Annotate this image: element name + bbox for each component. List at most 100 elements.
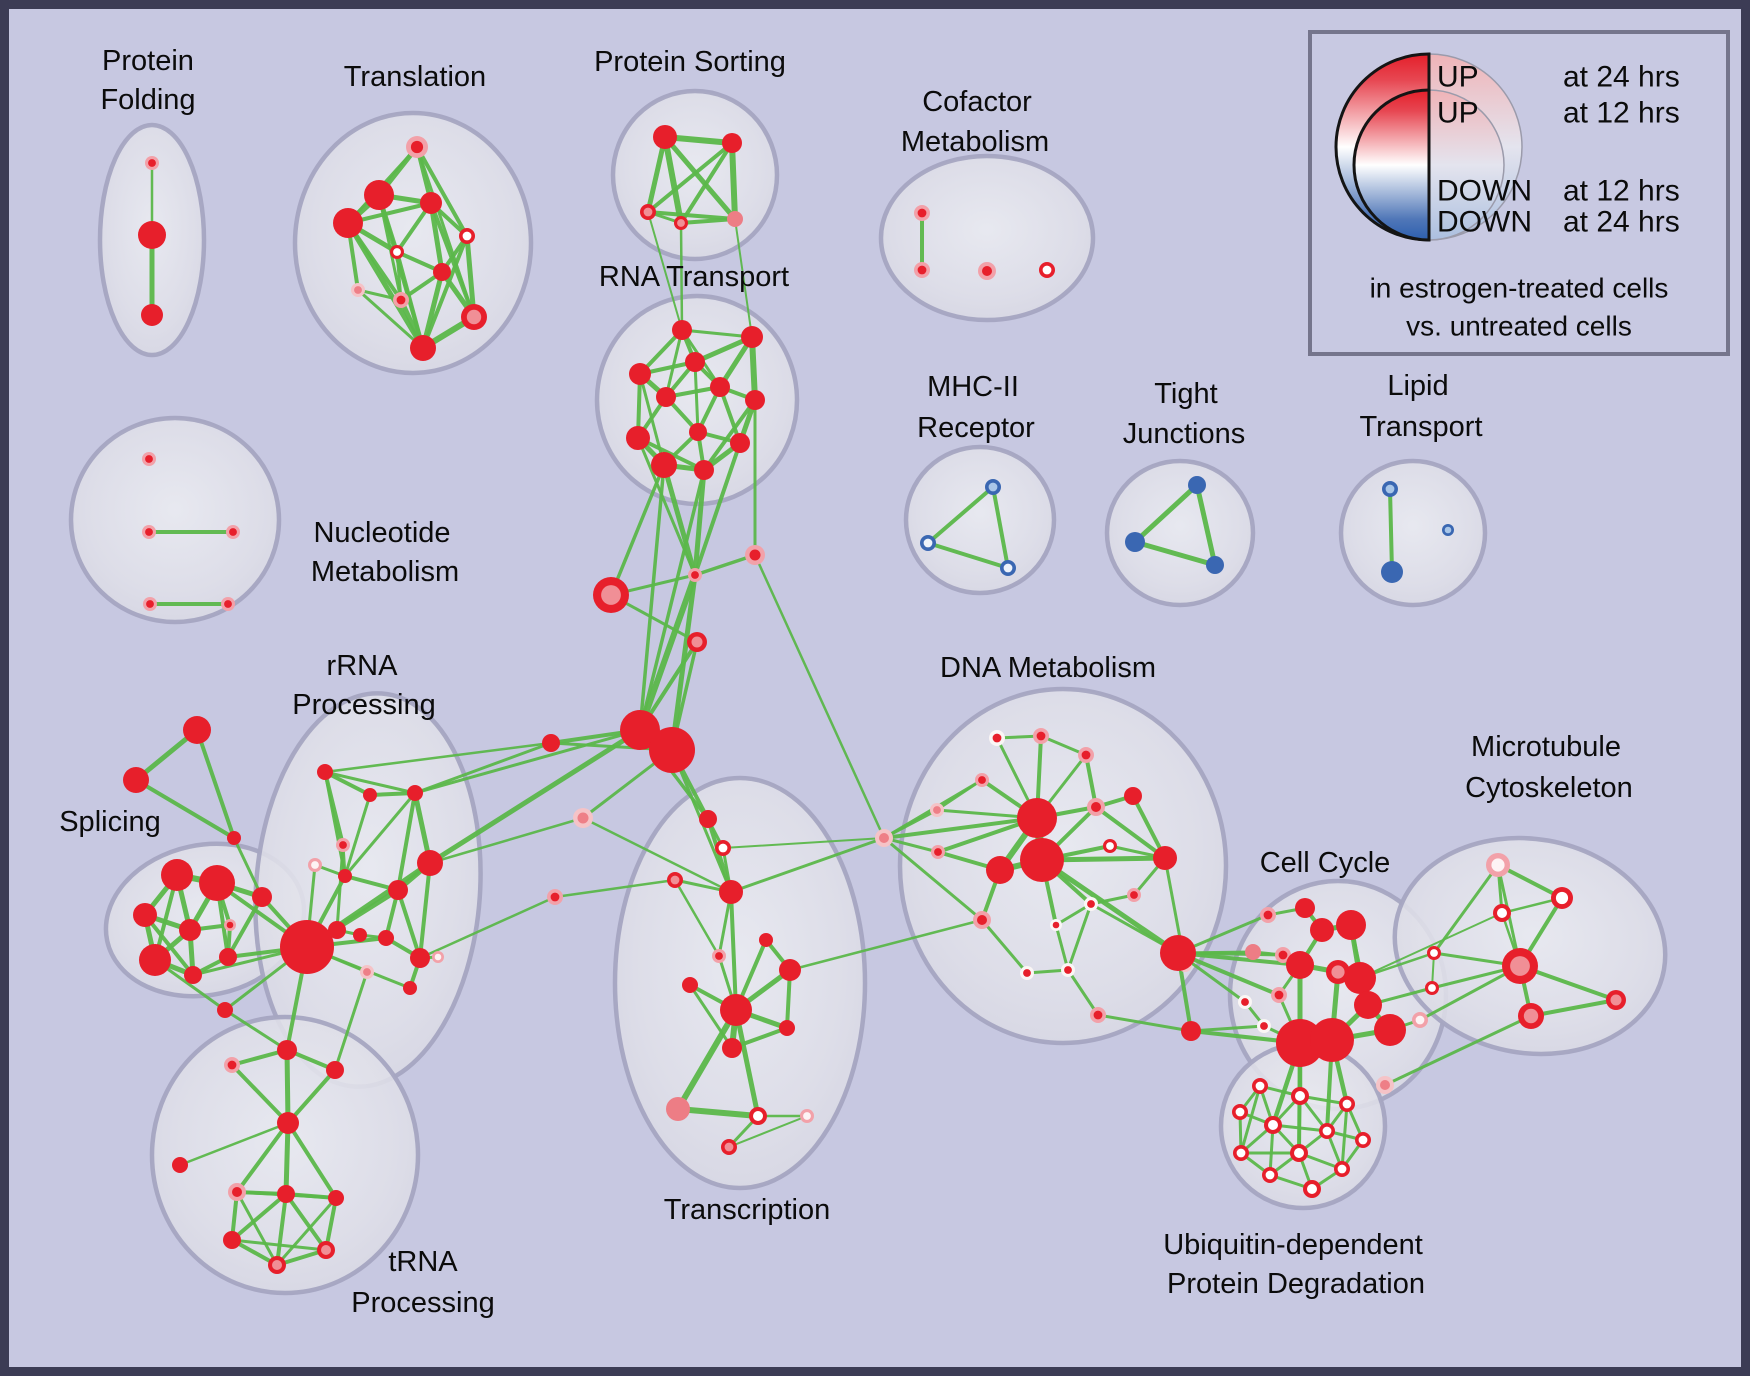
node-ps1 <box>722 133 742 153</box>
node-tx12 <box>749 1107 767 1125</box>
cluster-transcription-bubble <box>612 775 868 1191</box>
edge-mh0-mh1 <box>926 485 995 545</box>
edge-tr7-tr10 <box>356 288 425 350</box>
node-dn16 <box>1020 966 1034 980</box>
edge-lp0-lp1 <box>1388 487 1394 574</box>
node-tr0 <box>406 136 428 158</box>
edge-rr2-rr6 <box>396 791 417 892</box>
edge-tr2-tr6 <box>428 200 445 275</box>
node-sp3 <box>179 919 201 941</box>
edge-h0-rt10 <box>609 463 666 597</box>
node-tr9 <box>461 304 487 330</box>
edge-tx0-tx3 <box>706 817 733 894</box>
node-tq1 <box>224 1057 240 1073</box>
node-ps3 <box>674 216 688 230</box>
node-tx9 <box>722 1038 742 1058</box>
edge-tq4-tq7 <box>283 1120 291 1197</box>
node-rr3 <box>336 838 350 852</box>
edge-rr7-rr11 <box>418 861 432 960</box>
legend-ring-12h-right-icon <box>1428 89 1505 241</box>
edge-tq3-tq4 <box>286 1068 337 1125</box>
node-st0 <box>183 716 211 744</box>
edge-w0-u0 <box>1432 863 1500 955</box>
edge-rr1-rr5 <box>343 793 372 878</box>
node-cc_h <box>1160 935 1196 971</box>
node-h8 <box>547 889 563 905</box>
node-tx11 <box>666 1097 690 1121</box>
node-tj2 <box>1206 556 1224 574</box>
node-rr5 <box>338 869 352 883</box>
edge-v4-v5 <box>1271 1123 1329 1133</box>
node-tx2 <box>667 872 683 888</box>
node-mh0 <box>985 479 1001 495</box>
edge-st2-sp8 <box>232 836 264 899</box>
node-rt4 <box>710 377 730 397</box>
node-w2 <box>1412 1012 1428 1028</box>
edge-h7-rr7 <box>428 816 585 865</box>
node-dn3 <box>975 773 989 787</box>
edge-tr6-tr10 <box>420 269 445 351</box>
edge-tq7-tq10 <box>284 1192 328 1252</box>
node-v0 <box>1252 1078 1268 1094</box>
node-dn9 <box>1020 838 1064 882</box>
edge-dn13-dn17 <box>1066 902 1093 972</box>
edge-tx7-tx11 <box>675 1007 739 1112</box>
edge-w2-u3 <box>1418 964 1522 1022</box>
node-h4 <box>620 710 660 750</box>
edge-u4-u6 <box>1383 1014 1533 1087</box>
node-sp0 <box>161 859 193 891</box>
node-rr2 <box>407 785 423 801</box>
edge-tq9-tq10 <box>230 1238 328 1252</box>
node-tr1 <box>364 180 394 210</box>
edge-rr0-rr1 <box>323 770 372 797</box>
edge-rt11-h1 <box>692 467 707 578</box>
edge-tq4-tq5 <box>178 1121 290 1167</box>
node-ck2 <box>1310 918 1334 942</box>
node-rr9 <box>353 928 367 942</box>
node-h3 <box>687 632 707 652</box>
node-cf2 <box>978 262 996 280</box>
node-lp2 <box>1442 524 1454 536</box>
node-dn7 <box>931 845 945 859</box>
node-lp1 <box>1381 561 1403 583</box>
node-st1 <box>123 767 149 793</box>
node-nu2 <box>226 525 240 539</box>
edge-h8-tx2 <box>553 878 677 899</box>
edge-dn17-dn18 <box>1066 968 1100 1017</box>
node-pf2 <box>141 304 163 326</box>
edge-ps1-ps4 <box>729 140 738 222</box>
node-rt10 <box>651 452 677 478</box>
cluster-lipid-transport-label-line0: Lipid <box>1387 370 1448 402</box>
node-ck1 <box>1295 898 1315 918</box>
node-ck11 <box>1257 1019 1271 1033</box>
edge-cc_h-ck9 <box>1176 951 1281 997</box>
node-u0 <box>1486 853 1510 877</box>
node-nu1 <box>142 525 156 539</box>
node-dn12 <box>1127 888 1141 902</box>
node-v1 <box>1291 1087 1309 1105</box>
cluster-dna-metabolism-label-line0: DNA Metabolism <box>940 652 1156 684</box>
node-rr8 <box>328 921 346 939</box>
edge-h7-tx3 <box>581 816 733 894</box>
node-dn14 <box>973 911 991 929</box>
node-tq4 <box>277 1112 299 1134</box>
edge-rt2-rt7 <box>693 360 700 434</box>
node-tr10 <box>410 335 436 361</box>
node-tx10 <box>779 1020 795 1036</box>
edge-ps4-rt1 <box>734 218 753 338</box>
node-tr7 <box>351 283 365 297</box>
node-tx5 <box>712 949 726 963</box>
cluster-tight-junctions-bubble <box>1104 458 1256 608</box>
legend-row-1-direction: UP <box>1437 97 1479 130</box>
edge-st1-st2 <box>134 778 236 840</box>
node-sp2 <box>133 903 157 927</box>
node-h9 <box>875 829 893 847</box>
node-h2 <box>745 545 765 565</box>
node-rt0 <box>672 320 692 340</box>
node-w0 <box>1427 946 1441 960</box>
legend-row-2-direction: DOWN <box>1437 175 1532 208</box>
node-h6 <box>542 734 560 752</box>
node-ck6 <box>1286 951 1314 979</box>
node-u5 <box>1606 990 1626 1010</box>
